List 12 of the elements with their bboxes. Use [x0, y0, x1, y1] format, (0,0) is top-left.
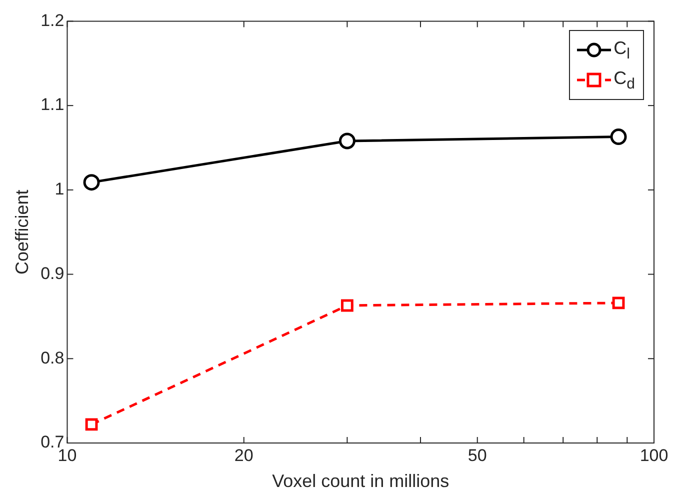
legend-label: C$_{l}$	[614, 38, 630, 62]
y-axis-title: Coefficient	[12, 190, 32, 274]
x-tick-label: 100	[640, 446, 668, 465]
x-axis-title: Voxel count in millions	[272, 471, 450, 492]
legend-label: C$_{d}$	[614, 68, 635, 92]
y-tick-label: 1.1	[40, 95, 64, 114]
y-tick-label: 1	[54, 180, 64, 199]
y-tick-label: 1.2	[40, 10, 64, 30]
x-tick-label: 50	[468, 446, 487, 465]
y-tick-label: 0.8	[40, 348, 64, 368]
x-tick-label: 20	[234, 446, 254, 465]
y-tick-label: 0.9	[40, 264, 64, 283]
